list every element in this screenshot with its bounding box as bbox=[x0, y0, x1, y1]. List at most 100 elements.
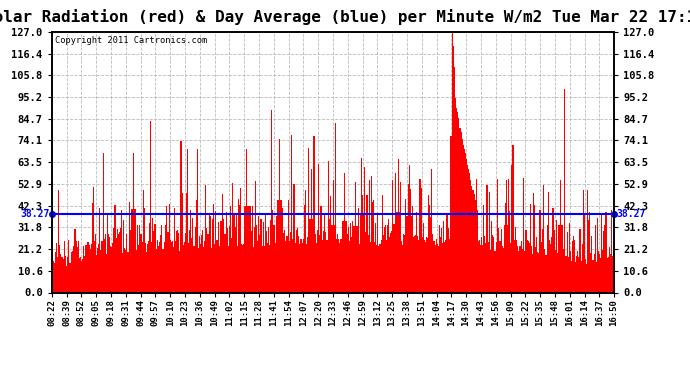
Bar bbox=[593, 254, 595, 292]
Bar bbox=[297, 228, 298, 292]
Bar bbox=[227, 228, 228, 292]
Bar bbox=[448, 238, 450, 292]
Bar bbox=[441, 228, 442, 292]
Bar bbox=[331, 225, 332, 292]
Bar bbox=[155, 249, 157, 292]
Bar bbox=[344, 174, 345, 292]
Bar bbox=[128, 201, 130, 292]
Bar bbox=[122, 253, 123, 292]
Bar bbox=[423, 222, 424, 292]
Bar bbox=[335, 123, 336, 292]
Bar bbox=[326, 240, 328, 292]
Bar bbox=[149, 223, 150, 292]
Bar bbox=[540, 242, 542, 292]
Bar bbox=[591, 236, 593, 292]
Bar bbox=[374, 243, 375, 292]
Bar bbox=[483, 205, 484, 292]
Bar bbox=[208, 214, 210, 292]
Bar bbox=[351, 237, 353, 292]
Bar bbox=[469, 174, 471, 292]
Bar bbox=[543, 185, 544, 292]
Bar bbox=[158, 246, 159, 292]
Bar bbox=[288, 241, 290, 292]
Bar bbox=[589, 212, 591, 292]
Bar bbox=[181, 193, 183, 292]
Bar bbox=[378, 246, 380, 292]
Bar bbox=[210, 248, 212, 292]
Bar bbox=[198, 248, 199, 292]
Bar bbox=[580, 261, 582, 292]
Bar bbox=[558, 225, 559, 292]
Bar bbox=[189, 230, 190, 292]
Bar bbox=[230, 206, 231, 292]
Bar bbox=[147, 244, 148, 292]
Bar bbox=[412, 206, 413, 292]
Bar bbox=[443, 220, 444, 292]
Bar bbox=[376, 245, 377, 292]
Bar bbox=[519, 246, 520, 292]
Bar bbox=[497, 179, 498, 292]
Bar bbox=[203, 247, 204, 292]
Bar bbox=[319, 235, 320, 292]
Bar bbox=[206, 228, 208, 292]
Bar bbox=[267, 243, 268, 292]
Bar bbox=[605, 212, 607, 292]
Bar bbox=[613, 253, 614, 292]
Bar bbox=[545, 255, 546, 292]
Bar bbox=[104, 239, 105, 292]
Bar bbox=[404, 235, 406, 292]
Bar bbox=[299, 244, 300, 292]
Bar bbox=[190, 210, 191, 292]
Bar bbox=[162, 249, 163, 292]
Bar bbox=[202, 230, 203, 292]
Bar bbox=[278, 200, 279, 292]
Bar bbox=[268, 227, 269, 292]
Bar bbox=[534, 206, 535, 292]
Bar bbox=[58, 190, 59, 292]
Bar bbox=[401, 241, 402, 292]
Bar bbox=[416, 213, 417, 292]
Bar bbox=[566, 232, 568, 292]
Bar bbox=[348, 226, 349, 292]
Bar bbox=[426, 237, 427, 292]
Bar bbox=[185, 232, 186, 292]
Bar bbox=[389, 237, 391, 292]
Bar bbox=[601, 213, 602, 292]
Bar bbox=[494, 251, 495, 292]
Bar bbox=[395, 213, 397, 292]
Bar bbox=[305, 190, 306, 292]
Bar bbox=[584, 215, 585, 292]
Bar bbox=[324, 214, 326, 292]
Bar bbox=[99, 208, 101, 292]
Bar bbox=[460, 132, 462, 292]
Bar bbox=[53, 261, 54, 292]
Bar bbox=[215, 211, 216, 292]
Bar bbox=[250, 231, 252, 292]
Bar bbox=[265, 213, 266, 292]
Bar bbox=[333, 180, 334, 292]
Bar bbox=[425, 242, 426, 292]
Bar bbox=[360, 215, 361, 292]
Bar bbox=[358, 209, 359, 292]
Bar bbox=[422, 237, 423, 292]
Bar bbox=[384, 227, 385, 292]
Bar bbox=[549, 240, 551, 292]
Bar bbox=[343, 220, 344, 292]
Bar bbox=[132, 209, 133, 292]
Bar bbox=[252, 206, 253, 292]
Bar bbox=[531, 246, 532, 292]
Bar bbox=[242, 245, 243, 292]
Bar bbox=[433, 241, 435, 292]
Bar bbox=[264, 246, 265, 292]
Bar bbox=[137, 225, 138, 292]
Bar bbox=[393, 225, 395, 292]
Bar bbox=[406, 216, 408, 292]
Bar bbox=[83, 246, 84, 292]
Bar bbox=[517, 246, 518, 292]
Bar bbox=[387, 225, 388, 292]
Bar bbox=[263, 222, 264, 292]
Bar bbox=[570, 251, 571, 292]
Bar bbox=[218, 222, 219, 292]
Bar bbox=[439, 225, 440, 292]
Bar bbox=[546, 255, 547, 292]
